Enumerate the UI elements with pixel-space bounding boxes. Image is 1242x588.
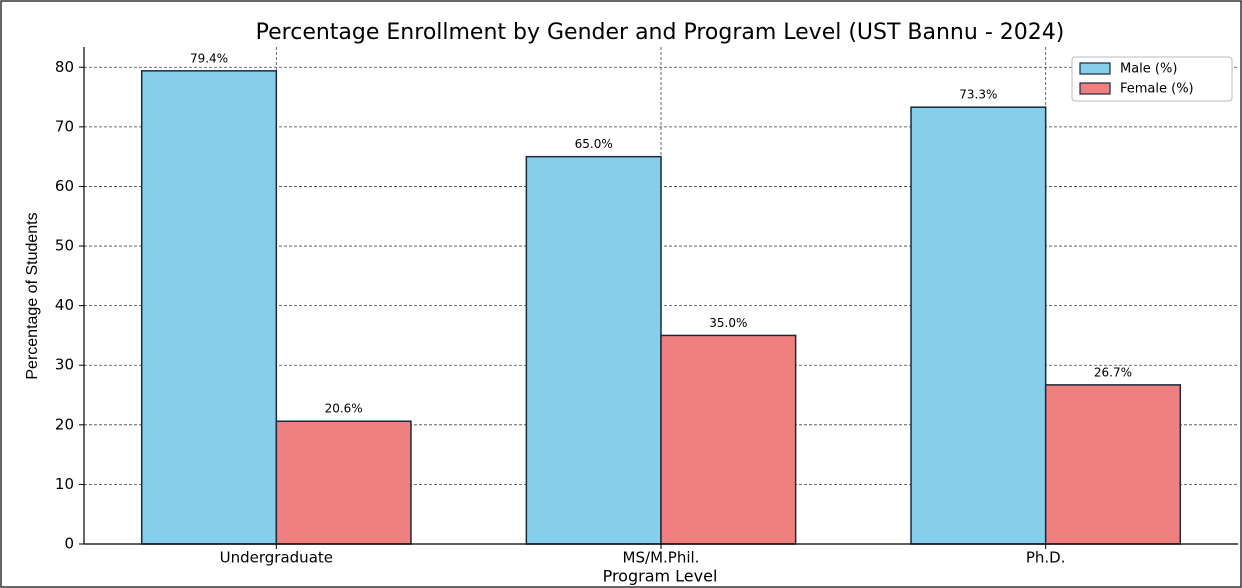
y-axis-label: Percentage of Students xyxy=(24,212,41,379)
value-label: 65.0% xyxy=(575,137,613,151)
x-tick-label: Undergraduate xyxy=(220,549,333,567)
y-tick-label: 40 xyxy=(55,296,74,314)
legend-box xyxy=(1071,56,1233,102)
y-tick-label: 30 xyxy=(55,356,74,374)
y-tick-label: 0 xyxy=(64,535,74,553)
y-tick-label: 50 xyxy=(55,237,74,255)
x-axis-label: Program Level xyxy=(603,567,718,586)
value-label: 20.6% xyxy=(325,402,363,416)
y-tick-label: 10 xyxy=(55,475,74,493)
x-tick-label: Ph.D. xyxy=(1026,549,1066,567)
y-tick-label: 60 xyxy=(55,177,74,195)
value-label: 35.0% xyxy=(709,316,747,330)
bar xyxy=(910,106,1047,545)
legend-swatch xyxy=(1079,82,1111,95)
value-label: 79.4% xyxy=(190,51,228,65)
bar xyxy=(140,70,278,545)
bar xyxy=(275,420,412,545)
chart-title: Percentage Enrollment by Gender and Prog… xyxy=(256,20,1065,45)
y-tick-label: 70 xyxy=(55,117,74,135)
x-tick-label: MS/M.Phil. xyxy=(623,549,700,567)
y-tick-label: 20 xyxy=(55,415,74,433)
bar xyxy=(1044,384,1182,545)
y-tick-label: 80 xyxy=(55,58,74,76)
legend-label: Male (%) xyxy=(1120,62,1177,77)
value-label: 26.7% xyxy=(1094,365,1132,379)
bar xyxy=(660,334,797,545)
value-label: 73.3% xyxy=(959,88,997,102)
legend-swatch xyxy=(1079,62,1111,75)
bar xyxy=(525,155,662,545)
legend-label: Female (%) xyxy=(1120,82,1194,97)
